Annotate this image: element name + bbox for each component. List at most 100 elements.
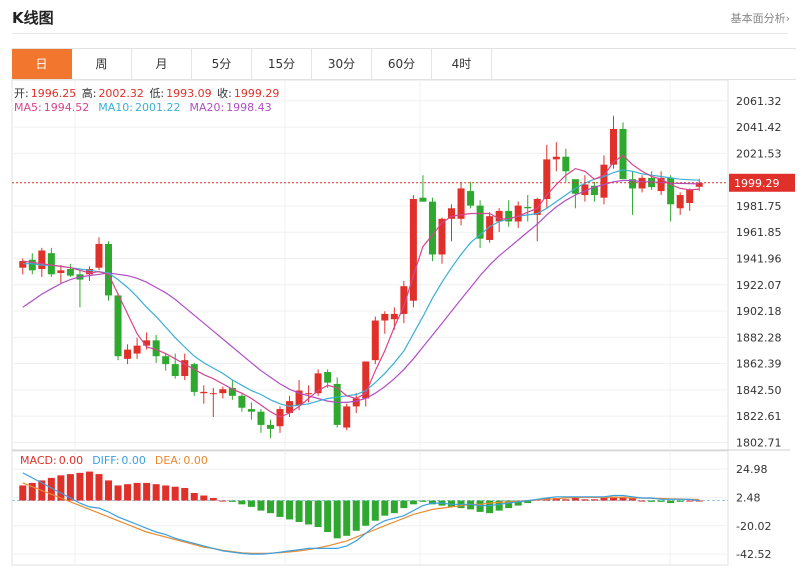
candle-body (514, 205, 522, 222)
candle-body (114, 295, 122, 357)
candle (314, 369, 322, 396)
candle (200, 385, 208, 404)
macd-hist-bar (152, 484, 160, 501)
candle (76, 270, 84, 308)
candle (400, 280, 408, 324)
candle-body (600, 164, 608, 198)
candle-body (162, 356, 170, 365)
candle (552, 142, 560, 172)
kline-y-tick-label: 2041.42 (736, 121, 782, 134)
kline-y-tick-label: 1922.07 (736, 279, 782, 292)
candle-body (314, 373, 322, 394)
candle-body (47, 253, 55, 275)
macd-hist-bar (362, 500, 370, 526)
diff-line (22, 472, 700, 555)
tab-month[interactable]: 月 (132, 49, 192, 79)
candle (371, 316, 379, 365)
candle-body (181, 360, 189, 377)
candle-body (352, 398, 360, 407)
tab-week[interactable]: 周 (72, 49, 132, 79)
candle-body (124, 349, 132, 359)
candle-body (667, 177, 675, 205)
candle (543, 144, 551, 209)
ma20-label: MA20: (189, 101, 225, 114)
tab-60min[interactable]: 60分 (372, 49, 432, 79)
dea-value: 0.00 (183, 454, 208, 467)
kline-y-tick-label: 1961.85 (736, 226, 782, 239)
candle (238, 393, 246, 412)
candle-body (448, 208, 456, 219)
macd-hist-bar (428, 500, 436, 505)
macd-hist-bar (266, 500, 274, 514)
ma-legend: MA5: 1994.52 MA10: 2001.22 MA20: 1998.43 (14, 101, 274, 114)
candle-body (400, 286, 408, 314)
macd-y-tick-label: -20.02 (736, 520, 771, 533)
fundamental-analysis-link[interactable]: 基本面分析› (730, 12, 790, 25)
candle (57, 265, 65, 284)
macd-hist-bar (133, 482, 141, 501)
candle-body (543, 159, 551, 200)
macd-hist-bar (476, 500, 484, 512)
candle (114, 292, 122, 361)
candle-body (228, 387, 236, 396)
open-label: 开: (14, 87, 29, 100)
header-divider (12, 33, 788, 34)
candle-body (505, 210, 513, 222)
candle-body (286, 401, 294, 414)
candle-body (581, 184, 589, 196)
candle-body (695, 182, 703, 187)
candle-body (133, 345, 141, 354)
candle-body (19, 261, 27, 268)
macd-hist-bar (600, 498, 608, 501)
candle-body (609, 128, 617, 165)
macd-hist-bar (105, 480, 113, 501)
tab-30min[interactable]: 30分 (312, 49, 372, 79)
macd-hist-bar (200, 495, 208, 501)
dea-label: DEA: (154, 454, 182, 467)
tab-15min[interactable]: 15分 (252, 49, 312, 79)
candle (629, 171, 637, 215)
candle-body (333, 383, 341, 425)
candle-body (676, 195, 684, 209)
candle-body (562, 156, 570, 172)
candle (467, 181, 475, 209)
candle (47, 247, 55, 277)
kline-y-tick-label: 1941.96 (736, 253, 782, 266)
macd-hist-bar (676, 500, 684, 502)
candle (667, 175, 675, 222)
tab-5min[interactable]: 5分 (192, 49, 252, 79)
tab-day[interactable]: 日 (12, 49, 72, 79)
candle (495, 208, 503, 233)
macd-value: 0.00 (58, 454, 84, 467)
candle-body (266, 424, 274, 429)
ma10-label: MA10: (98, 101, 133, 114)
tab-4hour[interactable]: 4时 (432, 49, 492, 79)
macd-hist-bar (629, 498, 637, 501)
ma5-line (22, 154, 700, 418)
macd-hist-bar (286, 500, 294, 520)
candle (105, 241, 113, 301)
candle-body (524, 206, 532, 209)
candle-body (638, 177, 646, 189)
candle (257, 409, 265, 433)
candle-body (190, 364, 198, 392)
ma5-label: MA5: (14, 101, 42, 114)
macd-hist-bar (95, 474, 103, 501)
candle-body (305, 393, 313, 395)
candle-body (457, 188, 465, 219)
close-label: 收: (217, 87, 232, 100)
macd-hist-bar (219, 500, 227, 502)
candle-body (57, 270, 65, 273)
candle (638, 175, 646, 193)
candle (514, 201, 522, 229)
candle-body (295, 390, 303, 406)
candle-body (590, 185, 598, 196)
candle-body (657, 177, 665, 192)
candle-body (105, 243, 113, 296)
macd-hist-bar (409, 500, 417, 505)
candle-body (409, 199, 417, 301)
macd-hist-bar (524, 500, 532, 504)
candle-body (143, 340, 151, 346)
candle-body (238, 395, 246, 408)
